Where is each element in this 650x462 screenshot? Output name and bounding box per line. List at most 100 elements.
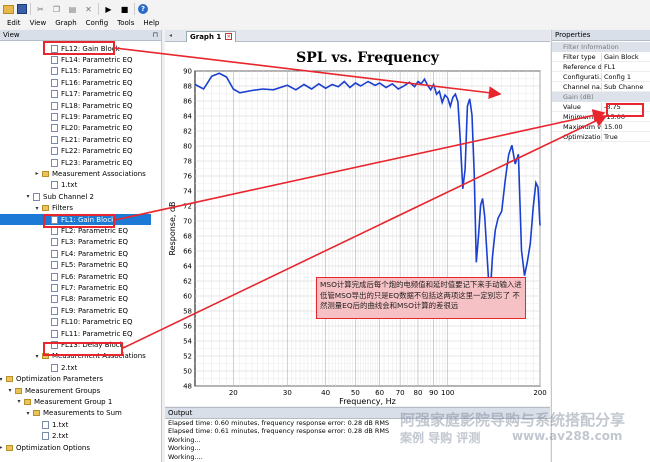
tree-item[interactable]: FL16: Parametric EQ (51, 77, 132, 88)
tree-item-label: FL19: Parametric EQ (61, 112, 133, 121)
tree-folder[interactable]: ▸ Measurement Associations (34, 168, 145, 179)
play-icon[interactable]: ▶ (105, 4, 112, 14)
tree-item[interactable]: 2.txt (51, 362, 77, 373)
y-tick-label: 56 (183, 323, 192, 331)
property-value[interactable]: -3.75 (601, 102, 650, 111)
delete-icon[interactable]: ✕ (85, 4, 92, 14)
tree-item[interactable]: FL17: Parametric EQ (51, 89, 132, 100)
property-row[interactable]: Channel na...Sub Channe (552, 82, 650, 92)
tree-item[interactable]: FL6: Parametric EQ (51, 271, 128, 282)
tree-item[interactable]: 2.txt (42, 431, 68, 442)
tree-item[interactable]: FL9: Parametric EQ (51, 305, 128, 316)
property-value[interactable]: Gain Block (601, 52, 650, 61)
tree-folder[interactable]: ▸ Optimization Options (0, 442, 90, 453)
document-icon (51, 363, 58, 372)
tree-folder[interactable]: ▾ Optimization Parameters (0, 374, 103, 385)
property-group-filter-info[interactable]: Filter Information (552, 42, 650, 52)
paste-icon[interactable]: ▤ (68, 4, 77, 14)
graph-canvas[interactable]: 48 50 52 54 56 58 60 62 64 66 68 70 72 74 76 78 80 82 84 86… (165, 42, 550, 406)
x-tick-label: 100 (441, 389, 454, 397)
tree-item-label: FL17: Parametric EQ (61, 90, 133, 99)
collapse-icon[interactable]: ▾ (35, 204, 39, 212)
tree-item[interactable]: FL7: Parametric EQ (51, 282, 128, 293)
tree-folder[interactable]: ▾ Measurement Group 1 (16, 396, 112, 407)
property-row[interactable]: Maximum v...15.00 (552, 122, 650, 132)
tree-item[interactable]: FL15: Parametric EQ (51, 66, 132, 77)
pin-icon[interactable]: ⊓ (152, 31, 158, 39)
property-value[interactable]: FL1 (601, 62, 650, 71)
document-icon (51, 306, 58, 315)
tree-item[interactable]: FL8: Parametric EQ (51, 294, 128, 305)
menu-config[interactable]: Config (85, 19, 109, 27)
tree-item[interactable]: FL18: Parametric EQ (51, 100, 132, 111)
expand-icon[interactable]: ▸ (35, 170, 39, 178)
property-row[interactable]: Optimizatio...True (552, 132, 650, 142)
property-value[interactable]: Config 1 (601, 72, 650, 81)
tree-folder[interactable]: ▾ Measurement Associations (34, 351, 145, 362)
folder-icon (15, 387, 22, 394)
menu-help[interactable]: Help (143, 19, 160, 27)
spl-chart[interactable]: 48 50 52 54 56 58 60 62 64 66 68 70 72 74 76 78 80 82 84 86… (165, 42, 550, 406)
menu-edit[interactable]: Edit (7, 19, 21, 27)
tab-graph-1[interactable]: Graph 1 ✕ (186, 30, 237, 42)
tree-item[interactable]: FL23: Parametric EQ (51, 157, 132, 168)
save-icon[interactable] (17, 4, 27, 14)
cut-icon[interactable]: ✂ (37, 4, 44, 14)
tree-item[interactable]: FL21: Parametric EQ (51, 134, 132, 145)
tree-item-label: FL2: Parametric EQ (61, 226, 129, 235)
collapse-icon[interactable]: ▾ (26, 409, 30, 417)
tree-item[interactable]: 1.txt (51, 180, 77, 191)
menu-view[interactable]: View (29, 19, 47, 27)
tree-item-label: Optimization Options (16, 443, 91, 452)
collapse-icon[interactable]: ▾ (0, 375, 3, 383)
y-tick-label: 62 (183, 278, 192, 286)
tree-item[interactable]: FL14: Parametric EQ (51, 54, 132, 65)
property-row[interactable]: Reference d...FL1 (552, 62, 650, 72)
property-value[interactable]: 15.00 (601, 122, 650, 131)
properties-header: Properties (552, 30, 650, 41)
property-value[interactable]: True (601, 132, 650, 141)
open-folder-icon[interactable] (3, 4, 14, 14)
tree-item[interactable]: FL5: Parametric EQ (51, 260, 128, 271)
tree-item[interactable]: FL22: Parametric EQ (51, 146, 132, 157)
property-row[interactable]: Configurati... Config 1 (552, 72, 650, 82)
tree-item[interactable]: FL19: Parametric EQ (51, 111, 132, 122)
help-icon[interactable]: ? (138, 4, 148, 14)
y-tick-label: 58 (183, 308, 192, 316)
tree-item[interactable]: FL11: Parametric EQ (51, 328, 132, 339)
close-tab-icon[interactable]: ✕ (225, 33, 233, 40)
collapse-icon[interactable]: ▾ (8, 387, 12, 394)
collapse-icon[interactable]: ▾ (35, 352, 39, 360)
x-tick-label: 40 (321, 389, 330, 397)
collapse-icon[interactable]: ▾ (26, 193, 30, 201)
tree-folder[interactable]: ▾ Measurements to Sum (25, 408, 121, 419)
tree-item[interactable]: FL1: Gain Block (0, 214, 151, 225)
tree-item-label: FL23: Parametric EQ (61, 158, 133, 167)
tree-item[interactable]: 1.txt (42, 419, 68, 430)
tree-item[interactable]: FL4: Parametric EQ (51, 248, 128, 259)
property-value[interactable]: Sub Channe (601, 82, 650, 91)
tree-item[interactable]: FL20: Parametric EQ (51, 123, 132, 134)
document-icon (51, 158, 58, 167)
tree-item[interactable]: FL12: Gain Block (51, 43, 120, 54)
property-group-gain[interactable]: Gain (dB) (552, 92, 650, 102)
expand-icon[interactable]: ▸ (0, 444, 3, 451)
menu-graph[interactable]: Graph (55, 19, 77, 27)
collapse-icon[interactable]: ▾ (17, 398, 21, 406)
document-icon (51, 261, 58, 270)
tab-scroll-arrow-icon[interactable]: ◂ (169, 32, 173, 39)
y-tick-label: 52 (183, 353, 192, 361)
property-row[interactable]: Filter type Gain Block (552, 52, 650, 62)
stop-icon[interactable]: ■ (120, 4, 129, 14)
tree-item[interactable]: ▾ Sub Channel 2 (25, 191, 94, 202)
x-tick-label: 200 (533, 389, 546, 397)
tree-item[interactable]: FL13: Delay Block (51, 339, 124, 350)
tree-item[interactable]: FL3: Parametric EQ (51, 237, 128, 248)
copy-icon[interactable]: ❐ (52, 4, 61, 14)
tree-item-label: FL4: Parametric EQ (61, 249, 129, 258)
tree-folder[interactable]: ▾ Measurement Groups (7, 385, 100, 396)
tree-item-label: FL8: Parametric EQ (61, 295, 129, 304)
tree-item[interactable]: FL10: Parametric EQ (51, 317, 132, 328)
menu-tools[interactable]: Tools (117, 19, 135, 27)
tree-folder[interactable]: ▾ Filters (34, 203, 73, 214)
